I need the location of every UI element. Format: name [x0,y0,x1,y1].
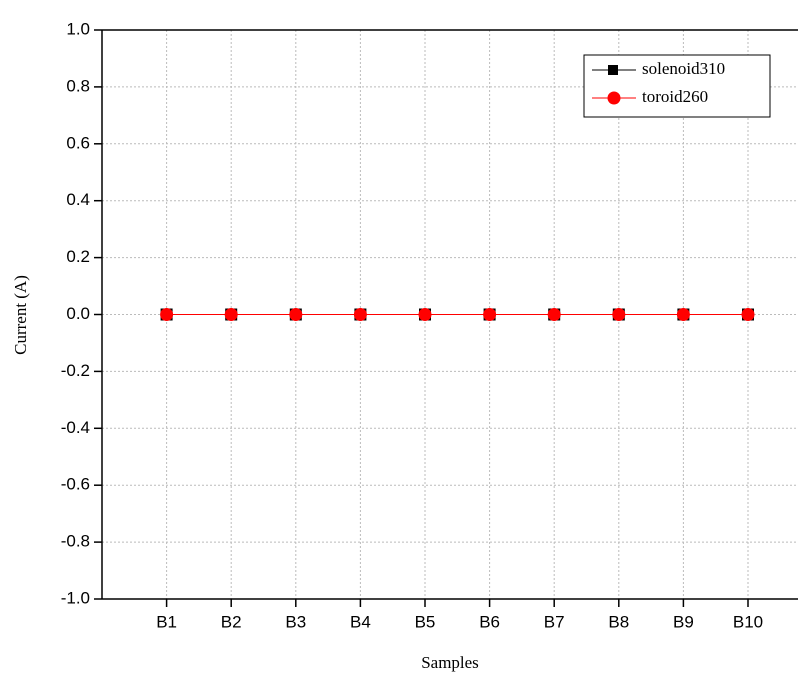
y-tick-label: 0.0 [66,304,90,323]
x-tick-label: B9 [673,612,694,631]
y-tick-label: -0.8 [61,532,90,551]
y-tick-label: 1.0 [66,19,90,38]
y-tick-label: 0.2 [66,247,90,266]
y-tick-label: -0.2 [61,361,90,380]
x-tick-label: B6 [479,612,500,631]
x-tick-label: B5 [415,612,436,631]
marker [676,308,690,321]
x-tick-label: B7 [544,612,565,631]
marker [289,308,303,321]
legend-marker [608,65,618,75]
marker [160,308,174,321]
marker [224,308,238,321]
legend-label: solenoid310 [642,59,725,78]
x-tick-label: B3 [285,612,306,631]
x-tick-label: B2 [221,612,242,631]
x-axis-label: Samples [421,653,479,672]
y-tick-label: 0.8 [66,76,90,95]
x-tick-label: B10 [733,612,763,631]
y-tick-label: -0.6 [61,475,90,494]
marker [741,308,755,321]
legend-label: toroid260 [642,87,708,106]
y-tick-label: 0.4 [66,190,90,209]
y-tick-label: -1.0 [61,588,90,607]
legend-marker [607,91,621,105]
marker [353,308,367,321]
y-tick-label: -0.4 [61,418,90,437]
marker [483,308,497,321]
x-tick-label: B4 [350,612,371,631]
marker [418,308,432,321]
x-tick-label: B1 [156,612,177,631]
x-tick-label: B8 [608,612,629,631]
marker [547,308,561,321]
y-tick-label: 0.6 [66,133,90,152]
y-axis-label: Current (A) [11,275,30,355]
marker [612,308,626,321]
